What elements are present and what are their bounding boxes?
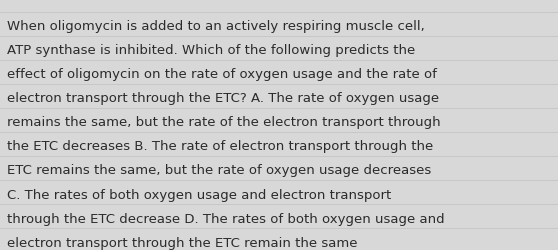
Text: remains the same, but the rate of the electron transport through: remains the same, but the rate of the el… xyxy=(7,116,440,129)
Text: C. The rates of both oxygen usage and electron transport: C. The rates of both oxygen usage and el… xyxy=(7,188,391,201)
Text: ATP synthase is inhibited. Which of the following predicts the: ATP synthase is inhibited. Which of the … xyxy=(7,44,415,57)
Text: effect of oligomycin on the rate of oxygen usage and the rate of: effect of oligomycin on the rate of oxyg… xyxy=(7,68,436,81)
Text: the ETC decreases B. The rate of electron transport through the: the ETC decreases B. The rate of electro… xyxy=(7,140,433,153)
Text: electron transport through the ETC? A. The rate of oxygen usage: electron transport through the ETC? A. T… xyxy=(7,92,439,105)
Text: ETC remains the same, but the rate of oxygen usage decreases: ETC remains the same, but the rate of ox… xyxy=(7,164,431,177)
Text: When oligomycin is added to an actively respiring muscle cell,: When oligomycin is added to an actively … xyxy=(7,20,425,33)
Text: electron transport through the ETC remain the same: electron transport through the ETC remai… xyxy=(7,236,357,249)
Text: through the ETC decrease D. The rates of both oxygen usage and: through the ETC decrease D. The rates of… xyxy=(7,212,444,225)
